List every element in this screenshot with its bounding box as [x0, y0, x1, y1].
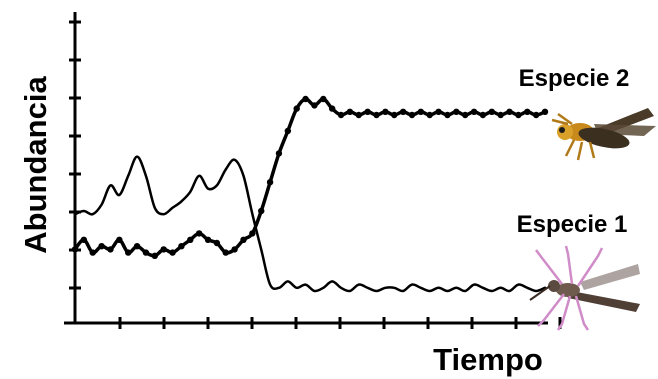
series-2-point	[71, 246, 79, 253]
series-2-point	[151, 252, 159, 259]
series-2-point	[169, 249, 176, 256]
axes	[64, 12, 562, 329]
series-2-point	[524, 108, 531, 116]
series-2-point	[337, 111, 345, 119]
series-2-point	[355, 111, 362, 119]
series-2-point	[125, 249, 132, 256]
series-2-point	[541, 108, 549, 116]
series-2-point	[532, 111, 540, 119]
series-2-point	[302, 95, 309, 103]
series-2-point	[470, 108, 478, 116]
series-2-point	[453, 108, 460, 116]
series-2-point	[213, 239, 221, 247]
series-2-point	[346, 108, 354, 116]
series-2-point	[240, 236, 247, 243]
species-1-label: Especie 1	[517, 211, 628, 238]
series-2-point	[116, 236, 123, 243]
series-2-point	[80, 236, 88, 243]
series-group	[71, 95, 549, 293]
series-2-point	[461, 111, 469, 119]
series-2-point	[408, 111, 416, 119]
series-2-point	[222, 249, 229, 256]
species-2-label: Especie 2	[519, 65, 630, 92]
x-axis-label: Tiempo	[433, 342, 543, 377]
series-2-point	[266, 179, 274, 186]
series-2-point	[178, 243, 185, 250]
series-2-point	[497, 111, 504, 119]
series-2-point	[187, 236, 194, 243]
series-2-point	[435, 108, 442, 116]
series-2-point	[364, 108, 371, 116]
series-2-point	[107, 246, 114, 253]
series-2-point	[284, 127, 292, 135]
series-2-point	[133, 243, 141, 250]
series-2-point	[479, 111, 487, 119]
series-2-point	[320, 95, 327, 103]
series-2-point	[275, 150, 283, 157]
series-2-point	[391, 111, 398, 119]
series-2-point	[399, 108, 407, 116]
series-2-point	[293, 105, 300, 112]
series-2-point	[515, 111, 522, 119]
series-2-point	[488, 108, 495, 116]
series-2-point	[417, 108, 425, 116]
series-2-point	[160, 246, 167, 253]
wasp-icon	[551, 108, 656, 161]
series-2-point	[249, 230, 256, 237]
series-2-point	[373, 111, 380, 119]
y-axis-label: Abundancia	[18, 76, 53, 254]
series-2-point	[328, 105, 336, 112]
series-2-point	[204, 236, 212, 243]
series-2-point	[426, 111, 433, 119]
series-2-point	[195, 230, 203, 237]
series-2-point	[444, 111, 451, 119]
series-2-point	[231, 246, 238, 253]
mosquito-icon	[529, 245, 640, 331]
series-line-1	[73, 155, 547, 293]
series-2-point	[89, 249, 96, 256]
series-2-point	[142, 249, 150, 256]
series-2-point	[311, 102, 318, 109]
series-2-point	[258, 207, 265, 215]
series-2-point	[506, 108, 513, 116]
series-2-point	[98, 243, 105, 250]
series-2-point	[382, 108, 389, 116]
